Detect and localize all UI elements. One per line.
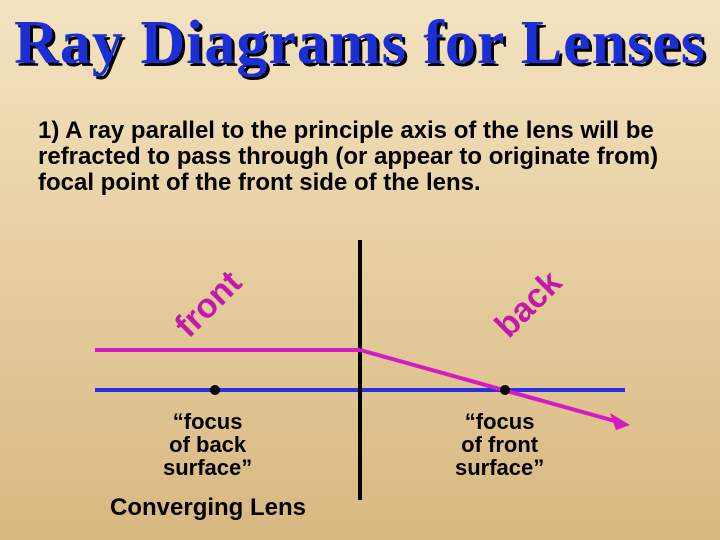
slide-title: Ray Diagrams for Lenses Ray Diagrams for… [0, 8, 720, 79]
slide-title-text: Ray Diagrams for Lenses [0, 8, 720, 79]
converging-lens-label: Converging Lens [110, 494, 306, 522]
refracted-ray-arrowhead [610, 413, 630, 430]
focal-point-back [210, 385, 220, 395]
focus-of-back-surface-label: “focus of back surface” [163, 410, 252, 479]
focal-point-front [500, 385, 510, 395]
focus-of-front-surface-label: “focus of front surface” [455, 410, 544, 479]
body-paragraph: 1) A ray parallel to the principle axis … [38, 118, 682, 196]
ray-diagram [0, 240, 720, 500]
